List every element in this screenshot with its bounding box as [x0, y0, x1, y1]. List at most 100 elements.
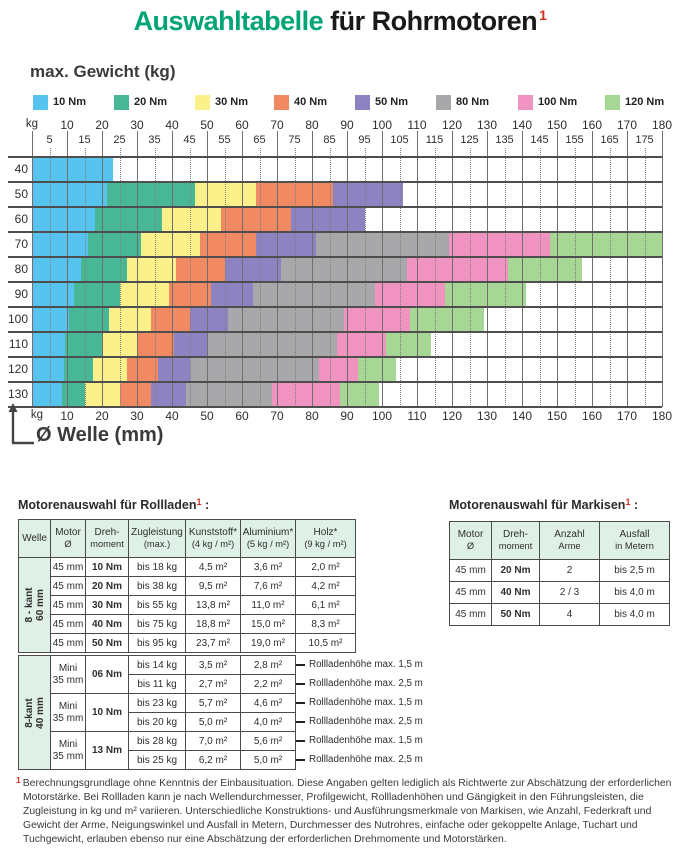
- table-header-row: Welle Motor Ø Dreh-moment Zugleistung (max.) K…: [18, 519, 356, 558]
- rollladenhoehe-note: Rollladenhöhe max. 1,5 m: [296, 694, 446, 713]
- chart-segment-100-nm: [336, 332, 386, 357]
- table-row: Mini 35 mm 13 Nm bis 28 kg 7,0 m² 5,6 m² Rolll…: [19, 731, 446, 770]
- table-cell: 45 mm: [50, 633, 86, 653]
- table-cell: 23,7 m²: [185, 633, 241, 653]
- x-axis-label-minor: 125: [460, 134, 479, 146]
- legend-item: 120 Nm: [605, 94, 665, 111]
- table-row: 45 mm 20 Nm bis 38 kg 9,5 m² 7,6 m² 4,2 m²: [19, 576, 356, 596]
- torque-cell: 13 Nm: [85, 731, 129, 770]
- chart-segment-20-nm: [63, 357, 94, 382]
- header-line: Holz*: [313, 527, 338, 539]
- gridline-vertical: [49, 148, 51, 407]
- torque-cell: 40 Nm: [85, 614, 129, 634]
- table-row: bis 20 kg 5,0 m² 4,0 m² Rollladenhöhe max. …: [19, 712, 446, 732]
- header-line: (5 kg / m²): [246, 538, 290, 549]
- legend-label: 120 Nm: [625, 96, 665, 109]
- gridline-horizontal: [8, 156, 662, 158]
- table-cell: bis 11 kg: [128, 674, 186, 694]
- column-header: Motor Ø: [449, 521, 492, 560]
- gridline-vertical: [592, 131, 593, 407]
- x-axis-label-minor: 5: [46, 134, 53, 146]
- column-header: Holz* (9 kg / m²): [295, 519, 356, 558]
- x-axis-label-bottom: 140: [511, 409, 533, 423]
- column-header: Welle: [18, 519, 51, 558]
- x-axis-label-bottom: 80: [305, 409, 319, 423]
- gridline-horizontal: [8, 231, 662, 233]
- chart-segment-20-nm: [74, 282, 120, 307]
- x-axis-label-top: 110: [407, 118, 427, 132]
- legend-item: 20 Nm: [114, 94, 167, 111]
- torque-cell: 30 Nm: [85, 595, 129, 615]
- rollladen-table-section1: Welle Motor Ø Dreh-moment Zugleistung (max.) K…: [18, 519, 356, 653]
- table-cell: bis 25 kg: [128, 750, 186, 770]
- gridline-vertical: [627, 131, 628, 407]
- gridline-vertical: [277, 131, 278, 407]
- table-cell: 2,2 m²: [240, 674, 296, 694]
- header-line: Ø: [466, 540, 475, 551]
- x-axis-label-bottom: 60: [235, 409, 249, 423]
- header-line: Kunststoff*: [188, 527, 238, 539]
- table-cell: 5,0 m²: [185, 712, 241, 732]
- gridline-vertical: [119, 148, 121, 407]
- header-line: Mini: [58, 739, 78, 750]
- welle-group-label-text: 8-kant 40 mm: [24, 697, 46, 729]
- torque-cell: 50 Nm: [491, 603, 540, 626]
- table-cell: 45 mm: [50, 595, 86, 615]
- table-cell: 6,2 m²: [185, 750, 241, 770]
- welle-group-label: 8-kant 40 mm: [18, 655, 51, 770]
- column-header: Aluminium* (5 kg / m²): [240, 519, 296, 558]
- table-header-row: Motor Ø Dreh-moment Anzahl Arme Ausfall in Met…: [449, 521, 670, 560]
- gridline-vertical: [469, 148, 471, 407]
- table-cell: 15,0 m²: [240, 614, 296, 634]
- table-cell: bis 55 kg: [128, 595, 186, 615]
- gridline-vertical: [312, 131, 313, 407]
- gridline-vertical: [504, 148, 506, 407]
- table-row: 8-kant 40 mm Mini 35 mm 06 Nm bis 14 kg 3,5 m²…: [18, 655, 446, 770]
- x-axis-label-top: 20: [95, 118, 109, 132]
- legend-swatch-30-nm: [195, 95, 210, 111]
- table-cell: 45 mm: [50, 614, 86, 634]
- x-axis-label-minor: 155: [565, 134, 584, 146]
- footnote-marker: 1: [539, 7, 547, 23]
- table-cell: 3,5 m²: [185, 655, 241, 675]
- x-axis-label-top: 30: [130, 118, 144, 132]
- gridline-vertical: [522, 131, 523, 407]
- chart-segment-100-nm: [375, 282, 445, 307]
- x-axis-label-bottom: 10: [60, 409, 74, 423]
- footnote: 1 Berechnungsgrundlage ohne Kenntnis der …: [16, 775, 675, 847]
- note-dash-icon: [296, 758, 305, 761]
- chart-segment-50-nm: [210, 282, 253, 307]
- x-axis-label-top: 90: [340, 118, 354, 132]
- table-row: 45 mm 50 Nm bis 95 kg 23,7 m² 19,0 m² 10,5 m²: [19, 633, 356, 653]
- header-line: Ausfall: [619, 529, 650, 541]
- rollladenhoehe-note: Rollladenhöhe max. 2,5 m: [296, 675, 446, 694]
- y-axis-label: 70: [14, 237, 28, 251]
- column-header: Anzahl Arme: [539, 521, 600, 560]
- rollladenhoehe-note: Rollladenhöhe max. 1,5 m: [296, 656, 446, 675]
- table-cell: 7,6 m²: [240, 576, 296, 596]
- chart-segment-120-nm: [385, 332, 431, 357]
- x-axis-label-minor: 15: [78, 134, 91, 146]
- chart-segment-80-nm: [189, 357, 319, 382]
- x-axis-label-top: 60: [235, 118, 249, 132]
- header-line: Dreh-: [502, 529, 528, 541]
- chart-segment-100-nm: [343, 307, 410, 332]
- gridline-vertical: [137, 131, 138, 407]
- table-cell: 8,3 m²: [295, 614, 356, 634]
- x-axis-label-bottom: 110: [407, 409, 427, 423]
- chart-segment-120-nm: [357, 357, 396, 382]
- header-line: moment: [498, 540, 533, 551]
- x-axis-label-minor: 55: [218, 134, 231, 146]
- legend-label: 80 Nm: [456, 96, 490, 109]
- gridline-vertical: [574, 148, 576, 407]
- table-row: 45 mm 20 Nm 2 bis 2,5 m: [449, 559, 670, 582]
- table-cell: 2,7 m²: [185, 674, 241, 694]
- legend-label: 50 Nm: [375, 96, 409, 109]
- legend-swatch-80-nm: [436, 95, 451, 111]
- table-row: 8 - kant 60 mm 45 mm 10 Nm bis 18 kg 4,5 m² 3,…: [18, 557, 356, 653]
- chart-segment-100-nm: [271, 382, 340, 407]
- column-header: Kunststoff* (4 kg / m²): [185, 519, 241, 558]
- table-cell: 2 / 3: [539, 581, 600, 604]
- gridline-vertical: [434, 148, 436, 407]
- note-text: Rollladenhöhe max. 1,5 m: [309, 697, 423, 709]
